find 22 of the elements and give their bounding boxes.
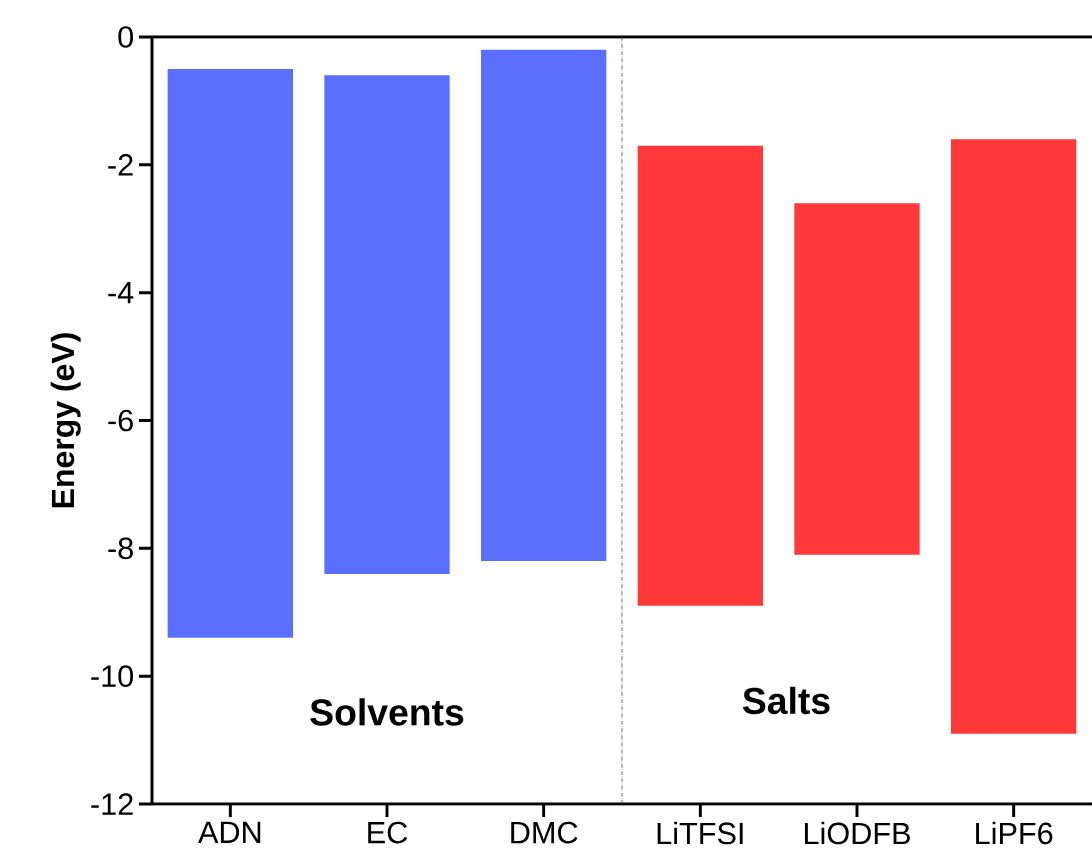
bar xyxy=(167,68,293,638)
x-tick-label: ADN xyxy=(198,821,261,843)
y-tick-label: -8 xyxy=(108,537,133,560)
y-tick-label: -10 xyxy=(91,665,134,688)
x-tick-label: DMC xyxy=(511,821,578,844)
bar xyxy=(481,49,607,562)
y-tick-label: -6 xyxy=(108,409,133,432)
y-tick-label: 0 xyxy=(118,26,134,48)
y-axis-title: Energy (eV) xyxy=(50,333,81,508)
bar xyxy=(324,75,450,574)
bar xyxy=(794,203,920,555)
y-tick-label: -4 xyxy=(108,282,134,304)
x-tick-label: EC xyxy=(368,821,408,844)
annotation: Salts xyxy=(742,686,830,715)
annotation: Solvents xyxy=(310,698,464,726)
x-tick-label: LiODFB xyxy=(804,821,910,845)
y-tick-label: -12 xyxy=(91,793,133,815)
bar xyxy=(951,139,1077,734)
y-tick-label: -2 xyxy=(108,154,133,176)
x-tick-label: LiTFSI xyxy=(657,821,743,845)
bar xyxy=(637,145,763,606)
x-tick-label: LiPF6 xyxy=(976,821,1053,845)
